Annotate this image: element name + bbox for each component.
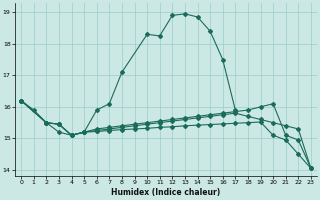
X-axis label: Humidex (Indice chaleur): Humidex (Indice chaleur) [111, 188, 221, 197]
